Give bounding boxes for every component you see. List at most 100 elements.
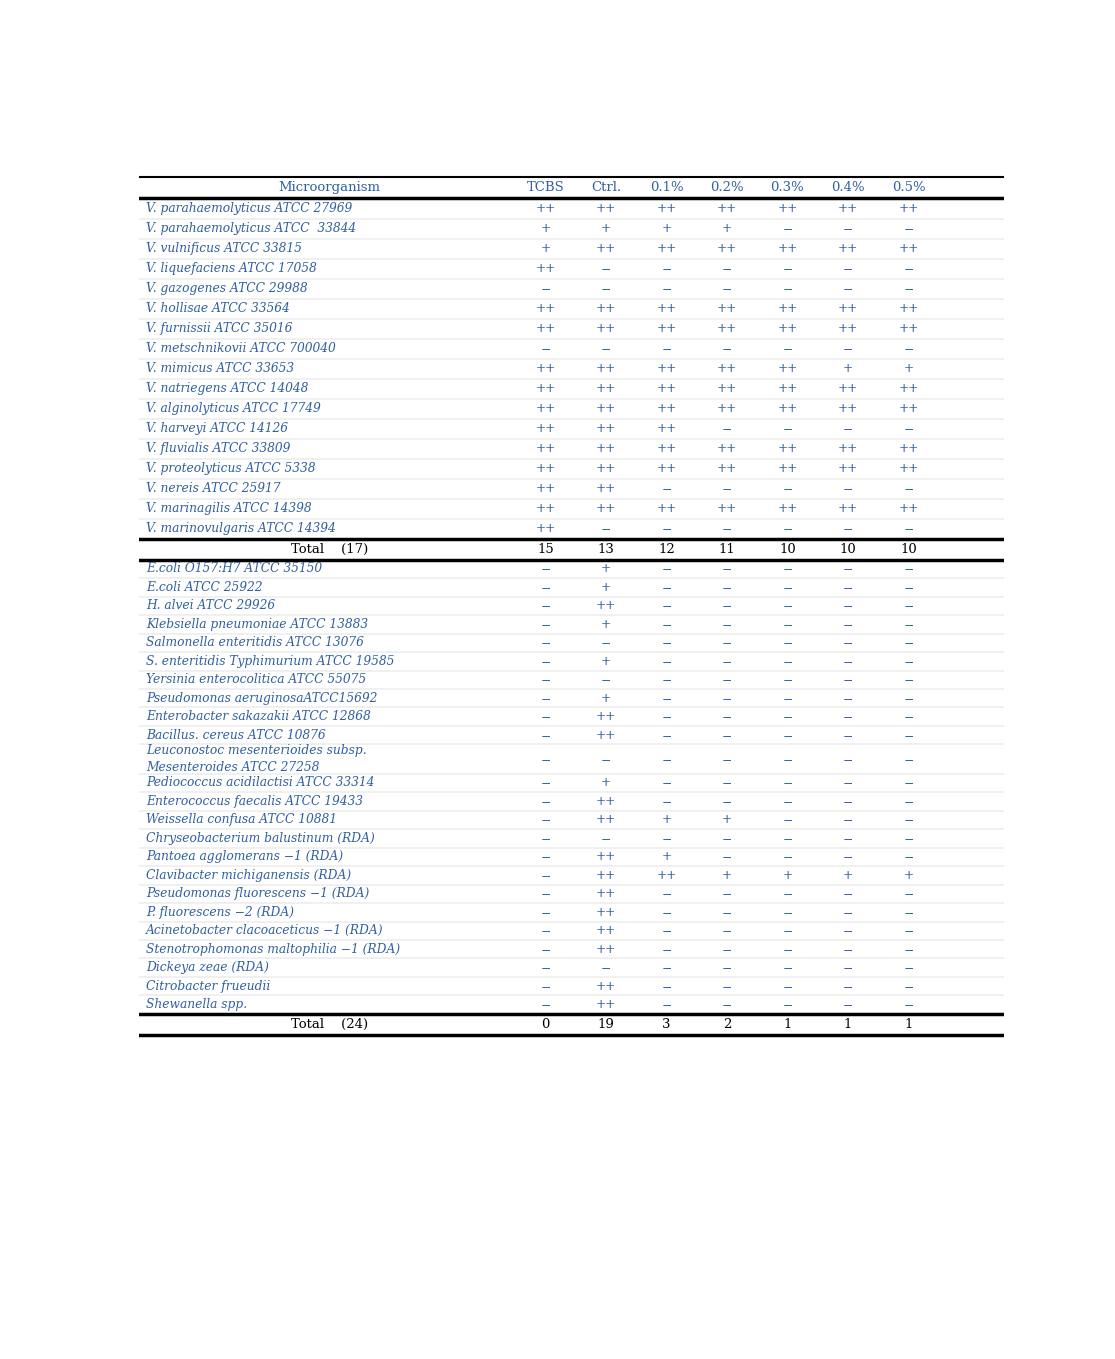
Text: ++: ++	[595, 242, 617, 255]
Text: +: +	[903, 361, 913, 375]
Text: ++: ++	[535, 482, 555, 495]
Text: 0.1%: 0.1%	[650, 181, 683, 194]
Text: ++: ++	[535, 202, 555, 215]
Text: −: −	[721, 887, 733, 900]
Text: ++: ++	[837, 402, 859, 416]
Text: +: +	[903, 868, 913, 882]
Text: ++: ++	[777, 402, 797, 416]
Text: +: +	[721, 222, 733, 235]
Text: −: −	[903, 832, 913, 845]
Text: −: −	[661, 580, 671, 594]
Text: −: −	[903, 924, 913, 938]
Text: ++: ++	[595, 943, 617, 955]
Text: −: −	[783, 655, 793, 667]
Text: +: +	[843, 868, 853, 882]
Text: −: −	[783, 728, 793, 742]
Text: −: −	[903, 222, 913, 235]
Text: −: −	[541, 961, 551, 974]
Text: −: −	[541, 599, 551, 613]
Text: −: −	[721, 342, 733, 355]
Text: Enterobacter sakazakii ATCC 12868: Enterobacter sakazakii ATCC 12868	[146, 711, 371, 723]
Text: −: −	[721, 776, 733, 790]
Text: −: −	[601, 283, 611, 295]
Text: V. liquefaciens ATCC 17058: V. liquefaciens ATCC 17058	[146, 262, 317, 275]
Text: Stenotrophomonas maltophilia −1 (RDA): Stenotrophomonas maltophilia −1 (RDA)	[146, 943, 400, 955]
Text: +: +	[601, 563, 611, 575]
Text: Total    (17): Total (17)	[291, 542, 368, 556]
Text: ++: ++	[595, 202, 617, 215]
Text: −: −	[783, 636, 793, 650]
Text: −: −	[541, 887, 551, 900]
Text: −: −	[721, 999, 733, 1011]
Text: −: −	[541, 980, 551, 992]
Text: 15: 15	[537, 542, 554, 556]
Text: −: −	[903, 342, 913, 355]
Text: ++: ++	[535, 262, 555, 275]
Text: −: −	[903, 618, 913, 631]
Text: −: −	[721, 599, 733, 613]
Text: ++: ++	[657, 402, 677, 416]
Text: V. metschnikovii ATCC 700040: V. metschnikovii ATCC 700040	[146, 342, 336, 355]
Text: −: −	[783, 943, 793, 955]
Text: −: −	[903, 580, 913, 594]
Text: −: −	[783, 563, 793, 575]
Text: ++: ++	[657, 202, 677, 215]
Text: −: −	[903, 753, 913, 765]
Text: V. alginolyticus ATCC 17749: V. alginolyticus ATCC 17749	[146, 402, 321, 416]
Text: ++: ++	[535, 302, 555, 315]
Text: ++: ++	[837, 242, 859, 255]
Text: −: −	[843, 692, 853, 705]
Text: −: −	[661, 961, 671, 974]
Text: E.coli ATCC 25922: E.coli ATCC 25922	[146, 580, 263, 594]
Text: ++: ++	[777, 442, 797, 455]
Text: −: −	[661, 906, 671, 919]
Text: ++: ++	[595, 924, 617, 938]
Text: −: −	[661, 283, 671, 295]
Text: −: −	[661, 482, 671, 495]
Text: ++: ++	[595, 402, 617, 416]
Text: −: −	[601, 342, 611, 355]
Text: −: −	[843, 999, 853, 1011]
Text: −: −	[843, 728, 853, 742]
Text: Pseudomonas fluorescens −1 (RDA): Pseudomonas fluorescens −1 (RDA)	[146, 887, 369, 900]
Text: −: −	[783, 711, 793, 723]
Text: V. furnissii ATCC 35016: V. furnissii ATCC 35016	[146, 322, 292, 336]
Text: −: −	[843, 851, 853, 863]
Text: −: −	[601, 753, 611, 765]
Text: −: −	[721, 851, 733, 863]
Text: Yersinia enterocolitica ATCC 55075: Yersinia enterocolitica ATCC 55075	[146, 673, 367, 686]
Text: ++: ++	[595, 423, 617, 435]
Text: +: +	[661, 851, 671, 863]
Text: ++: ++	[777, 302, 797, 315]
Text: 0.2%: 0.2%	[710, 181, 744, 194]
Text: −: −	[783, 342, 793, 355]
Text: ++: ++	[899, 302, 919, 315]
Text: −: −	[843, 563, 853, 575]
Text: Mesenteroides ATCC 27258: Mesenteroides ATCC 27258	[146, 761, 320, 773]
Text: +: +	[541, 222, 551, 235]
Text: ++: ++	[595, 906, 617, 919]
Text: −: −	[601, 832, 611, 845]
Text: −: −	[783, 999, 793, 1011]
Text: ++: ++	[899, 202, 919, 215]
Text: ++: ++	[657, 868, 677, 882]
Text: −: −	[721, 283, 733, 295]
Text: 10: 10	[840, 542, 856, 556]
Text: −: −	[903, 482, 913, 495]
Text: ++: ++	[657, 242, 677, 255]
Text: Dickeya zeae (RDA): Dickeya zeae (RDA)	[146, 961, 269, 974]
Text: −: −	[843, 655, 853, 667]
Text: +: +	[541, 242, 551, 255]
Text: −: −	[903, 980, 913, 992]
Text: −: −	[661, 655, 671, 667]
Text: ++: ++	[717, 462, 737, 476]
Text: +: +	[843, 361, 853, 375]
Text: −: −	[541, 943, 551, 955]
Text: −: −	[541, 999, 551, 1011]
Text: −: −	[903, 795, 913, 807]
Text: −: −	[721, 636, 733, 650]
Text: Shewanella spp.: Shewanella spp.	[146, 999, 248, 1011]
Text: −: −	[783, 482, 793, 495]
Text: H. alvei ATCC 29926: H. alvei ATCC 29926	[146, 599, 275, 613]
Text: Pantoea agglomerans −1 (RDA): Pantoea agglomerans −1 (RDA)	[146, 851, 343, 863]
